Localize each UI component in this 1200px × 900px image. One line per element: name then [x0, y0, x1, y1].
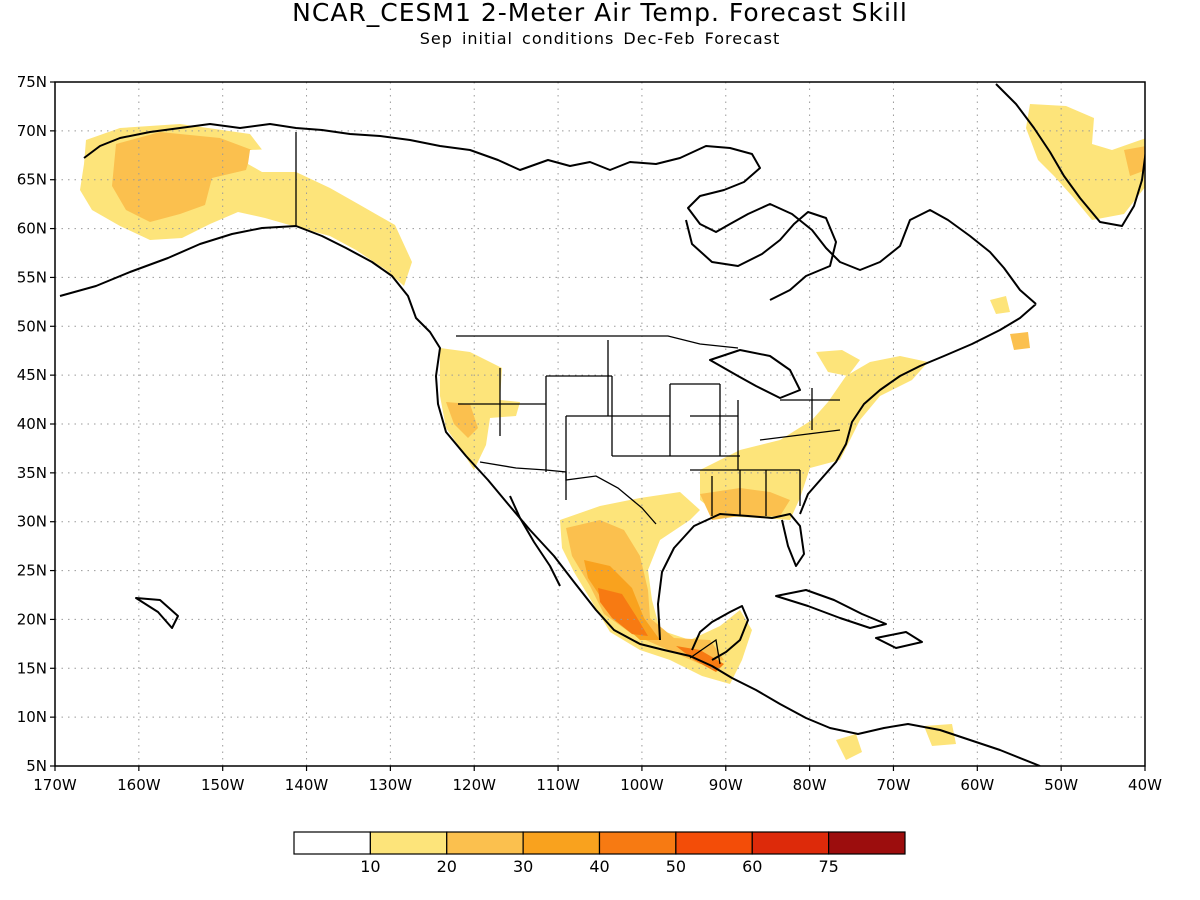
border-states: [458, 340, 841, 516]
colorbar-swatch: [675, 831, 753, 855]
skill-region-mexico-mid: [566, 520, 724, 664]
lon-tick-label: 120W: [452, 776, 496, 794]
lat-tick-label: 25N: [17, 562, 47, 580]
lat-tick-label: 15N: [17, 659, 47, 677]
lat-tick-label: 65N: [17, 171, 47, 189]
colorbar: 10 20 30 40 50 60 75: [293, 831, 906, 876]
skill-region-alaska-low: [248, 148, 296, 172]
lon-tick-label: 40W: [1128, 776, 1162, 794]
colorbar-label: 60: [742, 857, 762, 876]
lon-tick-label: 140W: [285, 776, 329, 794]
skill-region-mexico-peak: [598, 588, 648, 636]
lat-tick-label: 55N: [17, 268, 47, 286]
coastline-hawaii: [135, 597, 179, 629]
colorbar-swatch: [751, 831, 830, 855]
skill-region-canada-east: [990, 296, 1010, 314]
lon-tick-label: 100W: [620, 776, 664, 794]
colorbar-label: 10: [360, 857, 380, 876]
lon-tick-label: 170W: [33, 776, 77, 794]
lon-tick-label: 110W: [536, 776, 580, 794]
latitude-axis: 75N 70N 65N 60N 55N 50N 45N 40N 35N 30N 25N 20N 15N 1…: [17, 73, 55, 775]
coastlines: [59, 83, 1145, 766]
lon-tick-label: 70W: [877, 776, 911, 794]
coastline-north-america: [59, 123, 1041, 766]
colorbar-swatch: [598, 831, 677, 855]
skill-region-gulf-coast: [700, 488, 790, 520]
lat-tick-label: 10N: [17, 708, 47, 726]
coastline-cuba: [775, 589, 887, 629]
colorbar-label: 40: [589, 857, 609, 876]
coastline-hudson-bay: [685, 211, 837, 301]
skill-region-mexico: [560, 492, 752, 684]
political-borders: [295, 132, 841, 665]
coastline-hispaniola: [875, 631, 923, 649]
skill-region-caribbean: [836, 734, 862, 760]
lat-tick-label: 30N: [17, 513, 47, 531]
colorbar-label: 75: [818, 857, 838, 876]
skill-region-greenland-east: [1124, 146, 1145, 176]
skill-region-greenland: [1026, 104, 1145, 220]
colorbar-swatch: [369, 831, 448, 855]
lon-tick-label: 90W: [709, 776, 743, 794]
lat-tick-label: 45N: [17, 366, 47, 384]
lat-tick-label: 5N: [26, 757, 47, 775]
skill-region-alaska-inner: [112, 132, 252, 222]
colorbar-label: 20: [437, 857, 457, 876]
colorbar-swatch: [446, 831, 524, 855]
skill-shading: [80, 104, 1145, 760]
lat-tick-label: 20N: [17, 610, 47, 628]
lon-tick-label: 130W: [369, 776, 413, 794]
colorbar-label: 50: [666, 857, 686, 876]
colorbar-swatch: [293, 831, 371, 855]
map-subtitle: Sep initial conditions Dec-Feb Forecast: [419, 29, 781, 48]
lon-tick-label: 160W: [117, 776, 161, 794]
lat-tick-label: 50N: [17, 317, 47, 335]
lon-tick-label: 150W: [201, 776, 245, 794]
skill-region-newfoundland: [1010, 332, 1030, 350]
coastline-baja: [509, 495, 561, 587]
skill-region-california: [446, 402, 478, 438]
lon-tick-label: 80W: [793, 776, 827, 794]
colorbar-swatch: [828, 831, 906, 855]
colorbar-label: 30: [513, 857, 533, 876]
lat-tick-label: 60N: [17, 220, 47, 238]
coastline-great-lakes: [709, 349, 801, 399]
lat-tick-label: 40N: [17, 415, 47, 433]
lon-tick-label: 50W: [1044, 776, 1078, 794]
lon-tick-label: 60W: [960, 776, 994, 794]
skill-region-great-lakes: [816, 350, 860, 376]
border-guatemala: [689, 638, 721, 665]
lat-tick-label: 35N: [17, 464, 47, 482]
longitude-axis: 170W 160W 150W 140W 130W 120W 110W 100W 90W 80W 70…: [33, 766, 1162, 794]
coastline-greenland: [995, 83, 1145, 227]
lat-tick-label: 75N: [17, 73, 47, 91]
border-us-canada: [456, 335, 739, 349]
map-title: NCAR_CESM1 2-Meter Air Temp. Forecast Sk…: [292, 0, 908, 27]
lat-tick-label: 70N: [17, 122, 47, 140]
colorbar-swatch: [522, 831, 601, 855]
